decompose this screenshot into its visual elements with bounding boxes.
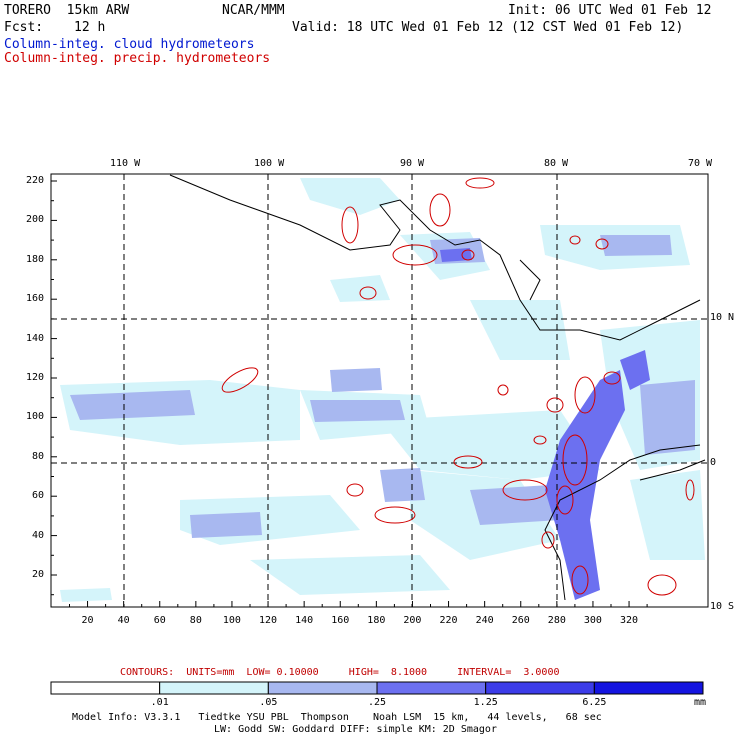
x-tick-label: 220 [439, 615, 458, 626]
colorbar-unit: mm [694, 697, 707, 708]
x-tick-label: 200 [403, 615, 422, 626]
colorbar-label: .25 [368, 697, 387, 708]
y-tick-label: 100 [26, 411, 45, 423]
physics-info: LW: Godd SW: Goddard DIFF: simple KM: 2D… [214, 724, 497, 735]
x-tick-label: 60 [153, 615, 166, 626]
colorbar-label: 1.25 [473, 697, 498, 708]
colorbar-label: .01 [150, 697, 169, 708]
y-tick-label: 80 [32, 450, 45, 462]
forecast-label: Fcst: [4, 20, 44, 35]
center-name: NCAR/MMM [222, 3, 285, 18]
legend-precip: Column-integ. precip. hydrometeors [4, 51, 271, 66]
x-tick-label: 260 [511, 615, 530, 626]
colorbar [50, 681, 704, 695]
lat-label: 10 S [710, 601, 735, 612]
y-tick-label: 140 [26, 332, 45, 344]
x-tick-label: 40 [117, 615, 130, 626]
init-time: Init: 06 UTC Wed 01 Feb 12 [508, 3, 712, 18]
cloud-shading-dark [440, 248, 650, 600]
colorbar-label: .05 [259, 697, 278, 708]
lon-label: 90 W [400, 158, 425, 169]
x-tick-label: 300 [583, 615, 602, 626]
y-tick-label: 60 [32, 490, 45, 502]
x-tick-label: 160 [331, 615, 350, 626]
colorbar-segment [50, 681, 161, 695]
x-tick-label: 120 [259, 615, 278, 626]
x-tick-label: 20 [81, 615, 94, 626]
x-tick-label: 80 [189, 615, 202, 626]
x-tick-label: 240 [475, 615, 494, 626]
valid-time: Valid: 18 UTC Wed 01 Feb 12 (12 CST Wed … [292, 20, 684, 35]
y-tick-label: 160 [26, 293, 45, 305]
x-tick-label: 320 [620, 615, 639, 626]
contour-info: CONTOURS: UNITS=mm LOW= 0.10000 HIGH= 8.… [120, 667, 560, 678]
y-tick-label: 40 [32, 529, 45, 541]
lon-label: 80 W [544, 158, 569, 169]
forecast-hour: 12 h [74, 20, 106, 35]
lon-label: 110 W [110, 158, 141, 169]
x-tick-label: 140 [295, 615, 314, 626]
colorbar-segment [267, 681, 378, 695]
lon-label: 100 W [254, 158, 285, 169]
colorbar-label: 6.25 [582, 697, 607, 708]
x-tick-label: 100 [222, 615, 241, 626]
colorbar-segment [159, 681, 269, 695]
lat-lon-grid [51, 174, 708, 607]
colorbar-segment [593, 681, 704, 695]
colorbar-segment [485, 681, 595, 695]
axis-tick-marks [51, 180, 648, 607]
x-tick-label: 280 [547, 615, 566, 626]
x-tick-label: 180 [367, 615, 386, 626]
model-name: TORERO 15km ARW [4, 3, 130, 18]
precip-contours [221, 177, 695, 596]
lat-label: 0 [710, 457, 717, 468]
lon-label: 70 W [688, 158, 713, 169]
model-info: Model Info: V3.3.1 Tiedtke YSU PBL Thomp… [72, 712, 602, 723]
y-tick-label: 200 [26, 214, 45, 226]
y-tick-label: 20 [32, 569, 45, 580]
y-tick-label: 220 [26, 175, 45, 186]
colorbar-segment [376, 681, 487, 695]
y-tick-label: 180 [26, 253, 45, 265]
y-tick-label: 120 [26, 372, 45, 383]
legend-cloud: Column-integ. cloud hydrometeors [4, 37, 255, 52]
lat-label: 10 N [710, 312, 735, 323]
